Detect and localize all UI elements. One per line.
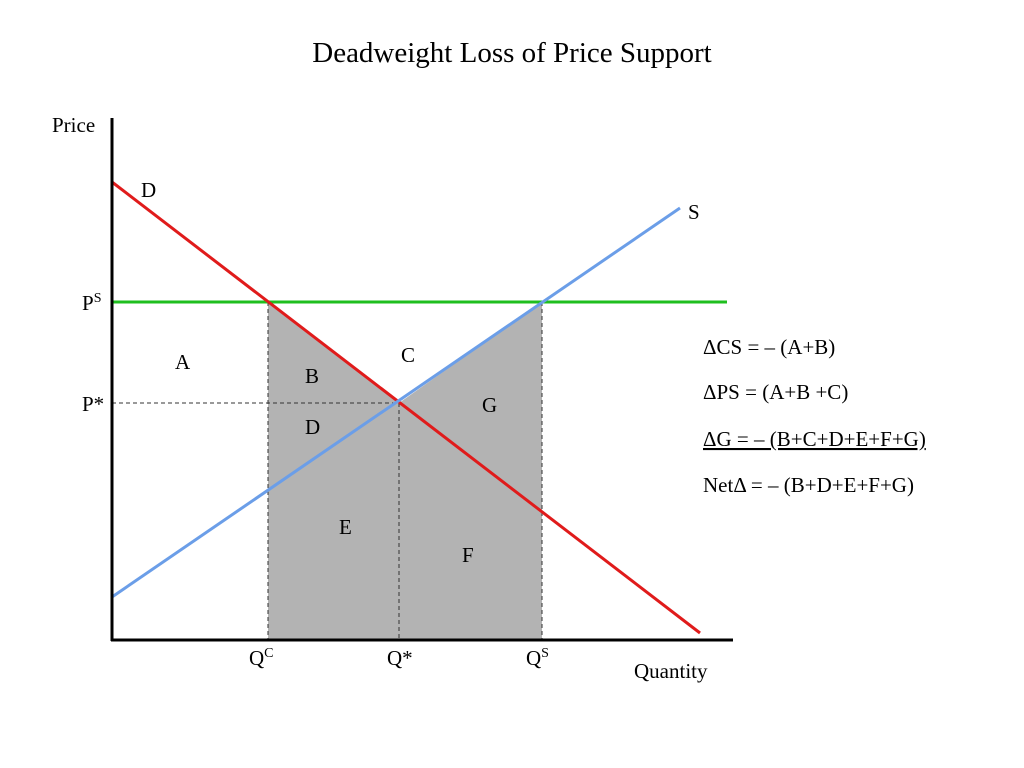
title: Deadweight Loss of Price Support xyxy=(312,37,712,69)
label-base: P xyxy=(82,291,94,315)
label-sup: S xyxy=(541,646,549,661)
supply-curve xyxy=(111,206,681,599)
region-label: A xyxy=(175,350,191,374)
region-label: E xyxy=(339,515,352,539)
demand-curve xyxy=(111,180,701,635)
equilibrium-quantity-label: Q* xyxy=(387,646,413,670)
label-sup: C xyxy=(264,646,273,661)
region-label: D xyxy=(305,415,320,439)
region-label: C xyxy=(401,343,415,367)
label-base: Q xyxy=(249,646,264,670)
label-sup: S xyxy=(94,291,102,306)
equation: NetΔ = – (B+D+E+F+G) xyxy=(703,473,914,497)
region-label: B xyxy=(305,364,319,388)
demand-label: D xyxy=(141,178,156,202)
guides xyxy=(112,302,543,640)
equation: ΔPS = (A+B +C) xyxy=(703,380,848,404)
axes xyxy=(110,118,733,642)
equilibrium-price-label: P* xyxy=(82,392,104,416)
supplied-quantity-label: QS xyxy=(526,646,549,670)
x-axis-label: Quantity xyxy=(634,659,708,683)
support-price-label: PS xyxy=(82,291,101,315)
region-label: G xyxy=(482,393,497,417)
shaded-region xyxy=(268,302,542,640)
y-axis-label: Price xyxy=(52,113,95,137)
consumer-quantity-label: QC xyxy=(249,646,274,670)
equation: ΔG = – (B+C+D+E+F+G) xyxy=(703,427,926,451)
equation: ΔCS = – (A+B) xyxy=(703,335,835,359)
supply-label: S xyxy=(688,200,700,224)
region-label: F xyxy=(462,543,474,567)
label-base: Q xyxy=(526,646,541,670)
